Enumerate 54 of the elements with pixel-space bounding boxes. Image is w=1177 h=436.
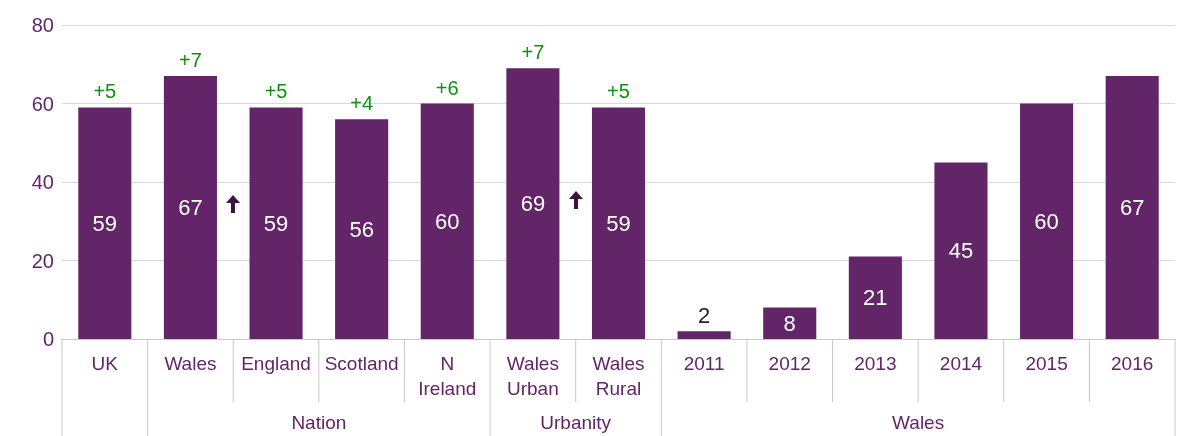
bar [1020, 103, 1074, 339]
bar [249, 107, 303, 339]
data-label: 67 [178, 195, 203, 221]
annotation: +5 [264, 80, 288, 103]
x-tick-label: Wales Urban [506, 353, 559, 399]
y-tick-label: 20 [31, 249, 54, 272]
annotation: +5 [607, 80, 630, 103]
text: Urbanity [540, 412, 612, 433]
x-tick-label: 2013 [854, 353, 897, 374]
x-tick-label: England [241, 353, 311, 374]
data-label: 45 [948, 238, 974, 264]
bar [763, 307, 817, 339]
data-label: 69 [520, 191, 546, 217]
data-label: 8 [783, 310, 796, 336]
annotation: +7 [521, 41, 545, 64]
text: Wales [892, 412, 945, 433]
x-tick-label: N Ireland [418, 353, 477, 399]
x-tick-label: 2014 [939, 353, 983, 374]
data-label: 56 [349, 216, 374, 242]
data-label: 59 [263, 210, 289, 236]
annotation: +6 [435, 76, 459, 99]
x-tick-label: Wales [164, 353, 217, 374]
text: Nation [291, 412, 347, 433]
x-tick-label: 2015 [1025, 353, 1068, 374]
x-tick-label: 2012 [768, 353, 811, 374]
bar [78, 107, 132, 339]
bar [848, 256, 902, 339]
x-tick-label: Wales Rural [592, 353, 645, 399]
data-label: 67 [1119, 195, 1145, 221]
data-label: 2 [697, 302, 711, 328]
bar [934, 162, 988, 339]
data-label: 59 [92, 210, 118, 236]
bar [335, 119, 389, 339]
x-tick-label: 2016 [1111, 353, 1154, 374]
bar [1105, 76, 1159, 339]
x-tick-label: UK [91, 353, 119, 374]
data-label: 59 [606, 210, 631, 236]
annotation: +4 [350, 92, 374, 115]
y-tick-label: 80 [31, 14, 54, 36]
bar [591, 107, 646, 339]
bar [420, 103, 474, 339]
y-tick-label: 60 [31, 92, 54, 115]
data-label: 60 [435, 208, 460, 234]
x-tick-label: Scotland [324, 353, 399, 374]
x-tick-label: 2011 [683, 353, 725, 374]
data-label: 60 [1034, 208, 1059, 234]
bar [677, 331, 731, 339]
y-tick-label: 0 [42, 328, 54, 350]
bar [506, 68, 560, 339]
y-tick-label: 40 [31, 171, 54, 193]
annotation: +5 [93, 80, 117, 103]
data-label: 21 [863, 285, 888, 311]
bar [163, 76, 217, 339]
annotation: +7 [179, 49, 202, 72]
